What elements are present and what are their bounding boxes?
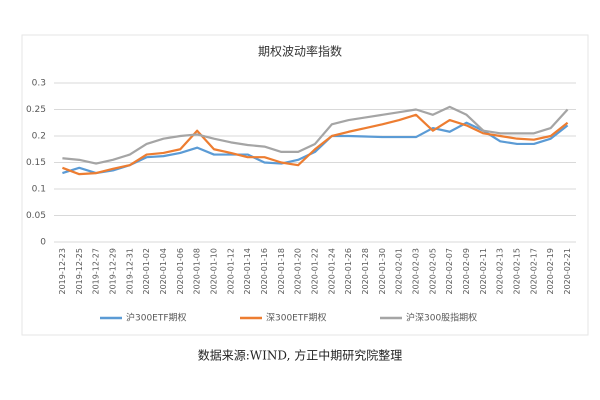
x-tick-label: 2020-01-20 bbox=[294, 248, 303, 295]
chart-title: 期权波动率指数 bbox=[258, 44, 342, 59]
x-tick-label: 2020-01-08 bbox=[193, 248, 202, 295]
x-tick-label: 2020-01-02 bbox=[142, 248, 151, 295]
x-tick-label: 2020-01-28 bbox=[361, 248, 370, 295]
chart-frame bbox=[21, 34, 589, 336]
x-tick-label: 2019-12-27 bbox=[92, 248, 101, 295]
x-tick-label: 2020-02-13 bbox=[496, 248, 505, 295]
y-tick-label: 0.25 bbox=[26, 105, 46, 115]
series-line bbox=[62, 113, 569, 176]
x-tick-label: 2019-12-31 bbox=[125, 248, 134, 295]
x-tick-label: 2020-02-05 bbox=[428, 248, 437, 295]
x-tick-label: 2020-01-04 bbox=[159, 248, 168, 295]
x-tick-label: 2020-02-07 bbox=[445, 248, 454, 295]
x-tick-label: 2019-12-29 bbox=[108, 248, 117, 295]
legend-label: 深300ETF期权 bbox=[266, 312, 327, 324]
x-tick-label: 2020-01-24 bbox=[327, 248, 336, 295]
y-tick-label: 0 bbox=[40, 238, 46, 248]
x-tick-label: 2020-02-21 bbox=[563, 248, 572, 295]
x-tick-label: 2020-02-01 bbox=[395, 248, 404, 295]
x-tick-label: 2019-12-25 bbox=[75, 248, 84, 295]
x-tick-label: 2020-01-12 bbox=[226, 248, 235, 295]
x-tick-label: 2020-02-03 bbox=[412, 248, 421, 295]
y-tick-label: 0.2 bbox=[32, 132, 46, 142]
x-tick-label: 2020-01-18 bbox=[277, 248, 286, 295]
x-tick-label: 2020-02-15 bbox=[513, 248, 522, 295]
legend-label: 沪300ETF期权 bbox=[126, 312, 187, 324]
y-tick-label: 0.15 bbox=[26, 158, 46, 168]
y-tick-label: 0.1 bbox=[32, 185, 46, 195]
x-tick-label: 2020-01-22 bbox=[311, 248, 320, 295]
x-tick-label: 2020-01-30 bbox=[378, 248, 387, 295]
x-tick-label: 2020-01-10 bbox=[209, 248, 218, 295]
x-tick-label: 2020-01-14 bbox=[243, 248, 252, 295]
x-tick-label: 2020-02-19 bbox=[546, 248, 555, 295]
y-tick-label: 0.05 bbox=[26, 211, 46, 221]
source-note: 数据来源:WIND, 方正中期研究院整理 bbox=[198, 348, 402, 363]
series-line bbox=[62, 105, 569, 165]
legend-label: 沪深300股指期权 bbox=[406, 312, 477, 324]
x-tick-label: 2020-01-06 bbox=[176, 248, 185, 295]
y-tick-label: 0.3 bbox=[32, 79, 46, 89]
x-tick-label: 2019-12-23 bbox=[58, 248, 67, 295]
x-tick-label: 2020-02-17 bbox=[529, 248, 538, 295]
x-tick-label: 2020-01-16 bbox=[260, 248, 269, 295]
x-tick-label: 2020-02-09 bbox=[462, 248, 471, 295]
x-tick-label: 2020-02-11 bbox=[479, 248, 488, 295]
x-tick-label: 2020-01-26 bbox=[344, 248, 353, 295]
